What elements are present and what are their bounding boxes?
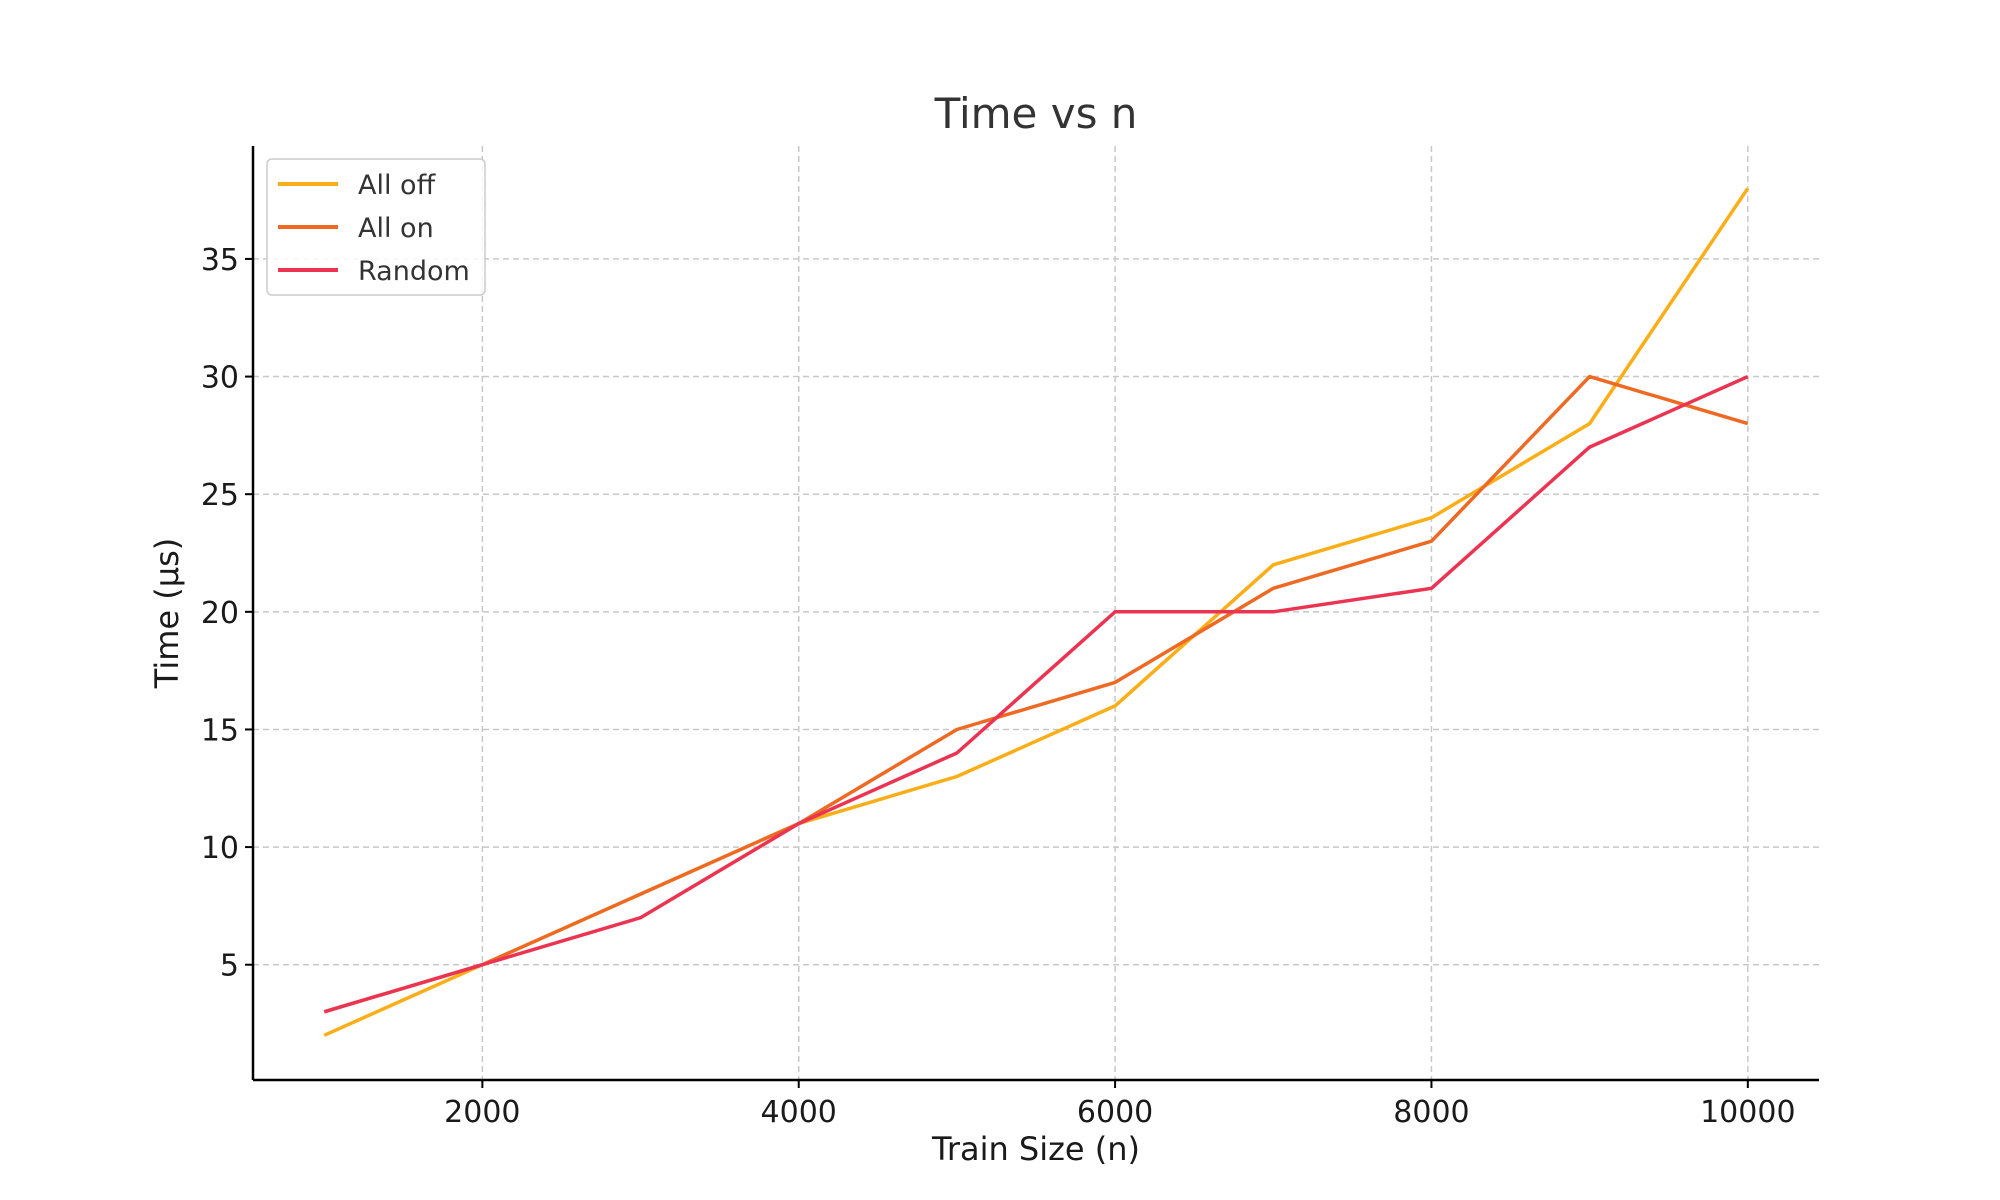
legend-label-all-on: All on [358, 213, 434, 244]
legend: All off All on Random [266, 158, 486, 296]
x-tick-label: 2000 [444, 1095, 520, 1130]
series-lines [323, 187, 1750, 1037]
series-line-random [323, 375, 1749, 1014]
series-line-all-on [323, 374, 1749, 1014]
y-tick-label: 20 [201, 596, 239, 631]
chart-title: Time vs n [934, 89, 1138, 138]
y-tick-label: 5 [220, 949, 239, 984]
legend-label-all-off: All off [358, 170, 437, 201]
axes [251, 146, 1819, 1082]
y-tick-label: 15 [201, 713, 239, 748]
x-tick-label: 10000 [1700, 1095, 1795, 1130]
y-ticks: 5 10 15 20 25 30 35 [201, 243, 253, 984]
x-tick-label: 8000 [1393, 1095, 1469, 1130]
y-tick-label: 30 [201, 361, 239, 396]
legend-label-random: Random [358, 256, 470, 287]
y-tick-label: 10 [201, 831, 239, 866]
grid [253, 146, 1819, 1080]
x-tick-label: 6000 [1077, 1095, 1153, 1130]
x-axis-title: Train Size (n) [931, 1130, 1140, 1168]
y-tick-label: 25 [201, 478, 239, 513]
y-tick-label: 35 [201, 243, 239, 278]
x-ticks: 2000 4000 6000 8000 10000 [444, 1080, 1796, 1130]
x-tick-label: 4000 [761, 1095, 837, 1130]
y-axis-title: Time (µs) [148, 538, 186, 689]
legend-box [266, 158, 486, 296]
